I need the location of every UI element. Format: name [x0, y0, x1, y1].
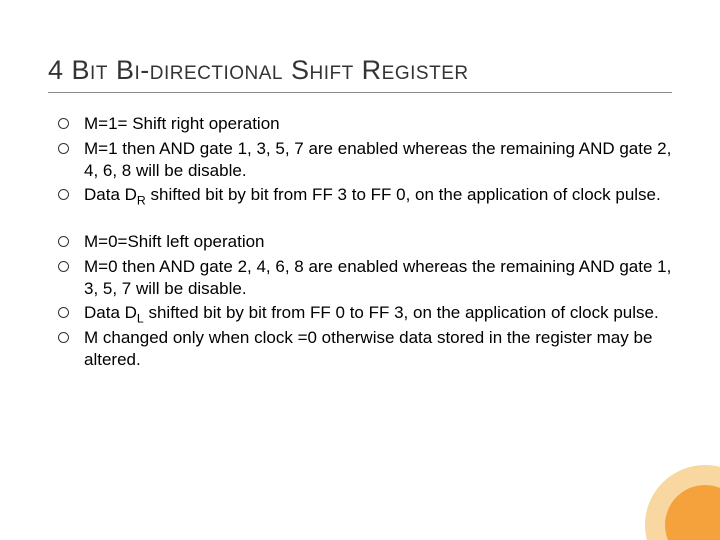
- list-item: M=1 then AND gate 1, 3, 5, 7 are enabled…: [58, 138, 672, 182]
- group-gap: [48, 209, 672, 231]
- corner-circle-inner: [665, 485, 720, 540]
- list-item: Data DL shifted bit by bit from FF 0 to …: [58, 302, 672, 324]
- bullet-group-2: M=0=Shift left operation M=0 then AND ga…: [48, 231, 672, 371]
- list-item: M changed only when clock =0 otherwise d…: [58, 327, 672, 371]
- title-prefix-num: 4: [48, 55, 64, 85]
- list-item: M=0 then AND gate 2, 4, 6, 8 are enabled…: [58, 256, 672, 300]
- slide: 4 Bit Bi-directional Shift Register M=1=…: [0, 0, 720, 540]
- corner-decoration: [650, 470, 720, 540]
- corner-circle-outer: [645, 465, 720, 540]
- list-item: M=1= Shift right operation: [58, 113, 672, 135]
- list-item: M=0=Shift left operation: [58, 231, 672, 253]
- title-text: Bit Bi-directional Shift Register: [72, 55, 469, 85]
- bullet-group-1: M=1= Shift right operation M=1 then AND …: [48, 113, 672, 206]
- slide-title: 4 Bit Bi-directional Shift Register: [48, 55, 672, 93]
- list-item: Data DR shifted bit by bit from FF 3 to …: [58, 184, 672, 206]
